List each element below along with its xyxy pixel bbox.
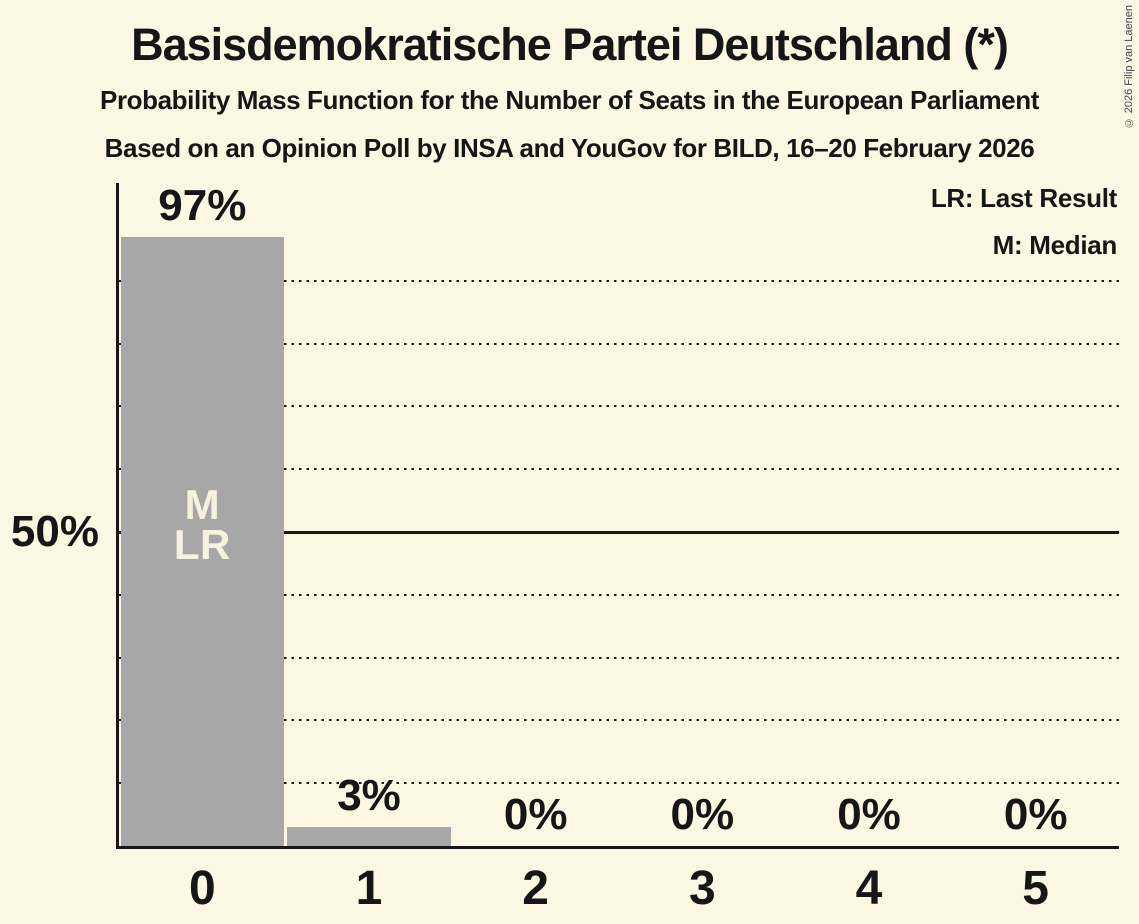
x-tick-label-2: 2 [522,862,549,915]
gridline-90-percent [119,279,1119,282]
chart-subtitle-function: Probability Mass Function for the Number… [100,85,1039,115]
value-label-seat-0: 97% [158,180,247,230]
x-axis-line [116,846,1119,849]
legend-last-result: LR: Last Result [930,183,1117,213]
x-tick-label-5: 5 [1022,862,1049,915]
majority-line-50 [119,530,1119,534]
gridline-10-percent [119,782,1119,785]
median-last-result-marker: M LR [119,481,286,568]
y-axis-50-percent-label: 50% [10,507,99,556]
x-tick-label-1: 1 [355,862,383,915]
bar-seat-1 [287,827,451,846]
bar-seat-0 [120,236,285,846]
copyright-notice: © 2026 Filip van Laenen [1123,5,1135,129]
value-label-seat-5: 0% [1003,790,1068,839]
legend-median: M: Median [992,230,1118,260]
value-label-seat-1: 3% [337,771,401,821]
value-label-seat-2: 0% [503,790,568,839]
value-label-seat-3: 0% [670,790,735,839]
x-tick-label-4: 4 [855,862,883,915]
gridline-80-percent [119,342,1119,345]
annotation-line-m: M [184,481,221,528]
gridline-20-percent [119,719,1119,722]
y-axis-line [116,183,119,849]
x-tick-label-3: 3 [688,862,716,915]
gridline-30-percent [119,656,1119,659]
value-label-seat-4: 0% [837,790,901,839]
gridline-60-percent [119,468,1119,471]
chart-title: Basisdemokratische Partei Deutschland (*… [131,19,1009,70]
x-tick-label-0: 0 [188,862,216,915]
gridline-70-percent [119,405,1119,408]
gridline-40-percent [119,593,1119,596]
annotation-line-lr: LR [173,521,231,568]
chart-subtitle-source: Based on an Opinion Poll by INSA and You… [104,133,1035,163]
